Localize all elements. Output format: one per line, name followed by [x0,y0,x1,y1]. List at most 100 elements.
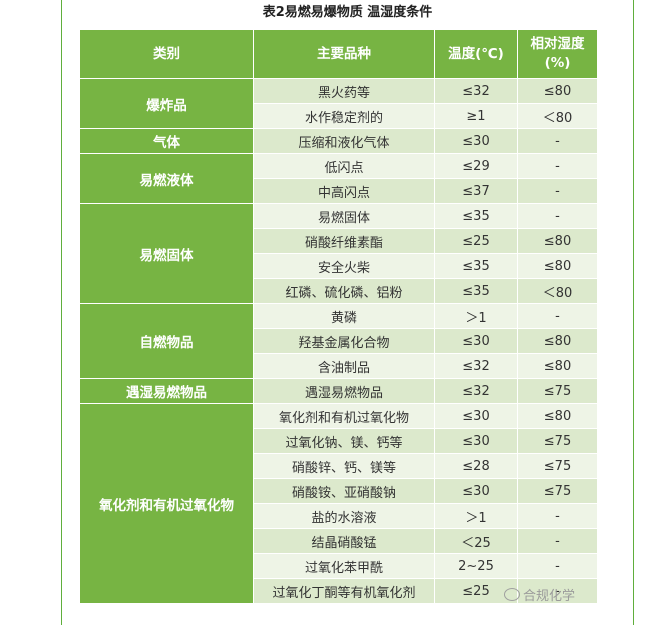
humidity-cell: ＜80 [517,278,598,304]
item-cell: 硝酸锌、钙、镁等 [253,453,435,479]
watermark-text: 合规化学 [523,589,576,604]
table-row: 水作稳定剂的 ≥1 ＜80 [80,103,598,129]
item-cell: 结晶硝酸锰 [253,528,435,554]
watermark: 合规化学 [504,585,575,604]
item-cell: 低闪点 [253,153,435,179]
table-header-row: 类别 主要品种 温度(℃) 相对湿度 (%) [79,29,598,79]
humidity-cell: - [517,203,598,229]
temp-cell: ≤35 [434,253,518,279]
item-cell: 过氧化苯甲酰 [253,553,435,579]
temp-cell: ≤30 [434,403,518,429]
table-row: 过氧化丁酮等有机氧化剂 ≤25 - [80,578,598,604]
humidity-cell: ≤80 [517,403,598,429]
item-cell: 氧化剂和有机过氧化物 [253,403,435,429]
table-row: 中高闪点 ≤37 - [80,178,598,204]
table-row: 爆炸品 黑火药等 ≤32 ≤80 [79,78,598,129]
item-cell: 易燃固体 [253,203,435,229]
temp-cell: ≤35 [434,203,518,229]
humidity-cell: ≤75 [517,378,598,404]
humidity-cell: - [517,128,598,154]
temp-cell: ≤35 [434,278,518,304]
table-row: 含油制品 ≤32 ≤80 [80,353,598,379]
item-cell: 安全火柴 [253,253,435,279]
humidity-cell: ≤80 [517,78,598,104]
item-cell: 羟基金属化合物 [253,328,435,354]
item-cell: 过氧化钠、镁、钙等 [253,428,435,454]
category-cell: 易燃液体 [79,153,254,204]
category-cell: 气体 [79,128,254,154]
header-category: 类别 [79,29,254,79]
item-cell: 红磷、硫化磷、铝粉 [253,278,435,304]
temp-cell: ＞1 [434,503,518,529]
humidity-cell: - [517,503,598,529]
humidity-cell: - [517,153,598,179]
temp-cell: ≤30 [434,328,518,354]
header-temperature: 温度(℃) [434,29,518,79]
wechat-icon [504,588,520,601]
item-cell: 盐的水溶液 [253,503,435,529]
item-cell: 遇湿易燃物品 [253,378,435,404]
table-row: 硝酸锌、钙、镁等 ≤28 ≤75 [80,453,598,479]
table-row: 氧化剂和有机过氧化物 氧化剂和有机过氧化物 ≤30 ≤80 [79,403,598,604]
table-caption: 表2易燃易爆物质 温湿度条件 [262,5,433,20]
temp-cell: 2~25 [434,553,518,579]
temp-cell: ≤32 [434,78,518,104]
item-cell: 黄磷 [253,303,435,329]
table-row: 自燃物品 黄磷 ＞1 - [79,303,598,379]
humidity-cell: ≤75 [517,428,598,454]
humidity-cell: - [517,553,598,579]
humidity-cell: - [517,578,598,604]
temp-cell: ≥1 [434,103,518,129]
header-humidity-line1: 相对湿度 [530,36,585,52]
humidity-cell: ≤75 [517,453,598,479]
table-row: 过氧化苯甲酰 2~25 - [80,553,598,579]
table-row: 硝酸铵、亚硝酸钠 ≤30 ≤75 [80,478,598,504]
item-cell: 含油制品 [253,353,435,379]
temp-cell: ≤32 [434,353,518,379]
category-cell: 爆炸品 [79,78,254,129]
humidity-cell: - [517,178,598,204]
category-cell: 易燃固体 [79,203,254,304]
temp-cell: ≤30 [434,478,518,504]
frame-right-border [633,0,634,625]
item-cell: 硝酸纤维素酯 [253,228,435,254]
temp-cell: ≤37 [434,178,518,204]
temp-cell: ＜25 [434,528,518,554]
temp-cell: ≤30 [434,428,518,454]
item-cell: 中高闪点 [253,178,435,204]
category-cell: 自燃物品 [79,303,254,379]
humidity-cell: ≤80 [517,328,598,354]
table-row: 羟基金属化合物 ≤30 ≤80 [80,328,598,354]
temp-cell: ≤29 [434,153,518,179]
table-row: 易燃固体 易燃固体 ≤35 - [79,203,598,304]
humidity-cell: ≤75 [517,478,598,504]
humidity-cell: ≤80 [517,228,598,254]
humidity-cell: ≤80 [517,253,598,279]
table-row: 易燃液体 低闪点 ≤29 - [79,153,598,204]
temp-cell: ≤28 [434,453,518,479]
humidity-cell: ≤80 [517,353,598,379]
item-cell: 水作稳定剂的 [253,103,435,129]
temp-cell: ≤30 [434,128,518,154]
category-cell: 遇湿易燃物品 [79,378,254,404]
category-cell: 氧化剂和有机过氧化物 [79,403,254,604]
humidity-cell: - [517,528,598,554]
temp-cell: ≤32 [434,378,518,404]
header-humidity: 相对湿度 (%) [517,29,598,79]
temp-cell: ≤25 [434,228,518,254]
frame-left-border [61,0,62,625]
table-row: 结晶硝酸锰 ＜25 - [80,528,598,554]
storage-conditions-table: 类别 主要品种 温度(℃) 相对湿度 (%) 爆炸品 黑火药等 ≤32 ≤80 … [79,29,598,604]
temp-cell: ＞1 [434,303,518,329]
table-row: 过氧化钠、镁、钙等 ≤30 ≤75 [80,428,598,454]
header-humidity-line2: (%) [544,55,571,71]
humidity-cell: ＜80 [517,103,598,129]
table-row: 遇湿易燃物品 遇湿易燃物品 ≤32 ≤75 [79,378,598,404]
header-item: 主要品种 [253,29,435,79]
item-cell: 压缩和液化气体 [253,128,435,154]
item-cell: 黑火药等 [253,78,435,104]
table-row: 盐的水溶液 ＞1 - [80,503,598,529]
item-cell: 硝酸铵、亚硝酸钠 [253,478,435,504]
item-cell: 过氧化丁酮等有机氧化剂 [253,578,435,604]
humidity-cell: - [517,303,598,329]
